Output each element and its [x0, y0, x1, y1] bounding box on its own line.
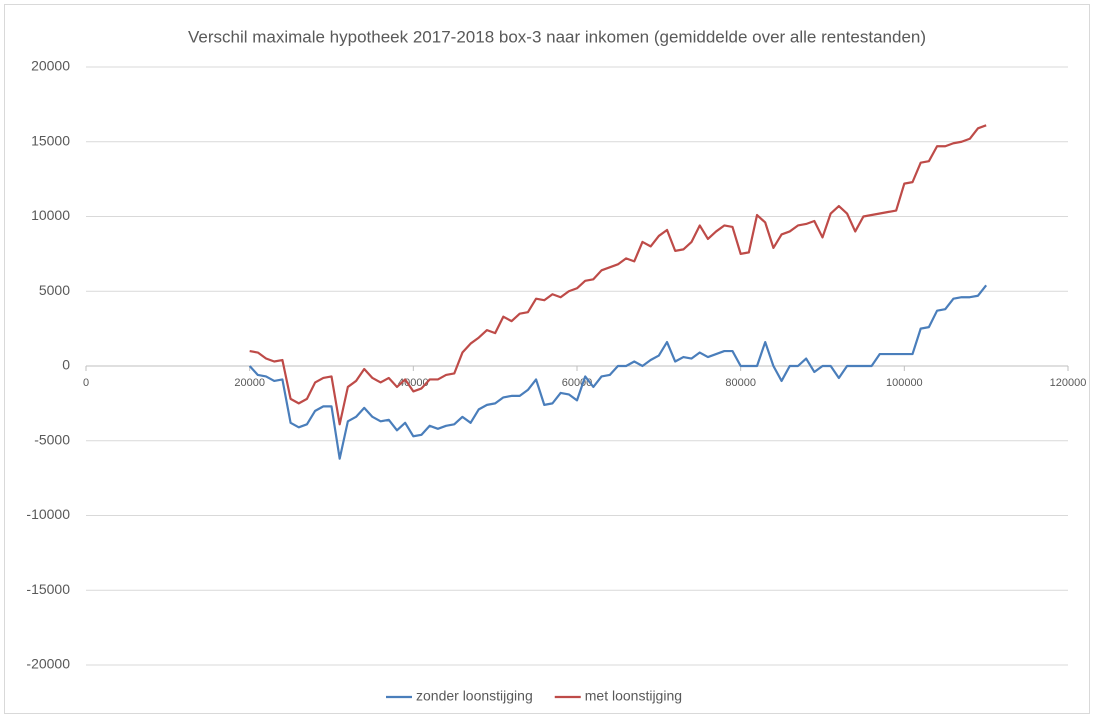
x-tick-label: 0	[83, 377, 89, 389]
line-series	[249, 124, 987, 426]
x-tick-label: 20000	[234, 377, 265, 389]
y-tick-label: -10000	[26, 506, 70, 522]
y-tick-label: 5000	[39, 282, 70, 298]
x-tick-label: 80000	[725, 377, 756, 389]
chart-title: Verschil maximale hypotheek 2017-2018 bo…	[188, 27, 926, 46]
x-tick-label: 120000	[1050, 377, 1087, 389]
y-tick-label: 15000	[31, 132, 70, 148]
y-tick-label: 0	[62, 357, 70, 373]
y-tick-label: -20000	[26, 656, 70, 672]
legend-label: zonder loonstijging	[416, 688, 533, 704]
y-tick-label: 10000	[31, 207, 70, 223]
line-series	[248, 284, 988, 460]
x-tick-label: 100000	[886, 377, 923, 389]
y-tick-label: -15000	[26, 581, 70, 597]
legend-label: met loonstijging	[585, 688, 682, 704]
y-tick-label: -5000	[34, 431, 70, 447]
y-tick-label: 20000	[31, 58, 70, 74]
chart-border	[4, 4, 1090, 714]
